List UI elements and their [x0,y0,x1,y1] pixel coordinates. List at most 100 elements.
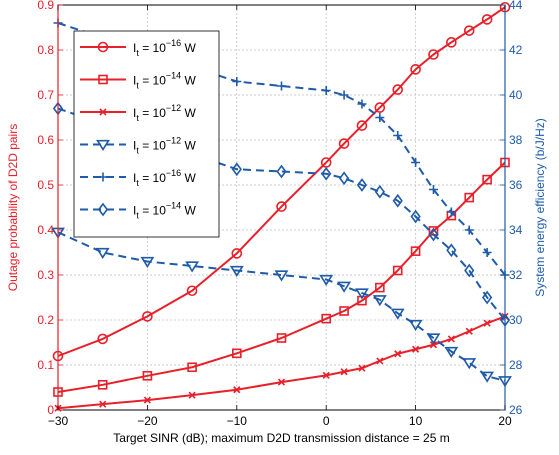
data-point [142,311,153,322]
legend-entry-4: It = 10−12 W [80,136,197,156]
x-tick-label: −30 [48,414,69,428]
data-point [322,371,330,379]
legend-marker [99,108,107,116]
data-point [276,333,287,343]
series-line [57,107,506,321]
data-point [410,64,421,75]
data-point [140,256,155,268]
data-point [446,243,457,258]
data-point [356,120,368,131]
data-point [142,370,153,381]
data-point [357,99,367,109]
data-point [446,207,456,217]
legend-marker [98,172,108,182]
data-point [358,364,366,372]
data-point [408,319,423,331]
data-point [338,138,350,149]
x-tick-label: 20 [498,414,512,428]
legend-label: It = 10−16 W [133,38,197,58]
series-line [57,22,506,276]
data-point [321,166,332,181]
x-tick-label: 0 [323,414,330,428]
y-left-tick-label: 0.1 [37,358,54,372]
data-point [356,178,368,192]
data-point [410,246,421,256]
x-axis-title: Target SINR (dB); maximum D2D transmissi… [113,431,449,445]
data-point [464,263,475,278]
series-4 [51,227,512,388]
data-point [394,350,402,358]
x-tick-label: −10 [227,414,248,428]
legend-marker [98,74,108,85]
data-point [464,225,474,235]
data-point [231,162,242,177]
legend: It = 10−16 W It = 10−14 W It = 10−12 W It =… [73,30,220,238]
data-point [339,306,349,316]
data-point [411,158,421,167]
legend-label: It = 10−12 W [133,103,197,123]
data-point [482,248,492,257]
data-point [319,274,334,286]
data-point [232,77,242,86]
data-point [428,227,439,242]
legend-entry-2: It = 10−14 W [80,71,197,91]
series-line [57,161,506,393]
data-point [392,193,403,208]
data-point [185,261,200,273]
y-right-tick-label: 38 [509,133,523,147]
y-left-tick-label: 0.6 [37,133,54,147]
y-right-tick-label: 40 [509,88,523,102]
data-point [355,288,369,300]
data-point [481,290,493,305]
data-point [338,171,350,186]
data-point [428,49,439,60]
series-line [57,231,506,382]
y-left-tick-label: 0.3 [37,268,54,282]
legend-entry-1: It = 10−16 W [80,38,197,58]
y-right-tick-label: 30 [509,313,523,327]
data-point [482,174,492,185]
y-left-tick-label: 0 [47,403,54,417]
data-point [483,319,491,327]
data-point [276,164,287,179]
legend-label: It = 10−14 W [133,201,197,221]
data-point [464,192,475,203]
data-point [375,113,385,122]
data-point [392,265,403,276]
data-point [429,341,438,349]
data-point [229,265,244,277]
ticks: −30 −20 −10 0 10 20 0 0.1 0.2 0.3 0.4 0.5 0.6 0.7 0.8 0… [37,0,522,428]
data-point [340,368,348,376]
data-point [187,362,197,373]
data-point [99,400,107,408]
y-left-tick-label: 0.7 [37,88,54,102]
legend-entry-3: It = 10−12 W [80,103,197,123]
legend-entry-6: It = 10−14 W [80,201,197,221]
data-point [186,285,198,297]
legend-marker [96,139,110,151]
data-point [277,378,286,386]
y-left-tick-label: 0.2 [37,313,54,327]
y-right-tick-label: 34 [509,223,523,237]
data-point [276,201,287,212]
data-point [446,37,457,48]
data-point [188,391,196,399]
data-point [390,308,405,320]
data-point [481,14,493,25]
data-point [462,358,477,370]
data-point [143,396,151,404]
y-right-tick-label: 42 [509,43,523,57]
data-point [277,81,286,91]
data-point [374,184,385,199]
data-point [392,84,404,95]
data-point [375,282,385,293]
series-1 [52,1,511,362]
y-right-tick-label: 36 [509,178,523,192]
data-point [376,357,384,365]
data-point [321,86,331,95]
data-point [274,270,289,282]
data-point [393,131,403,140]
legend-label: It = 10−14 W [133,71,197,91]
y-right-tick-label: 26 [509,403,523,417]
